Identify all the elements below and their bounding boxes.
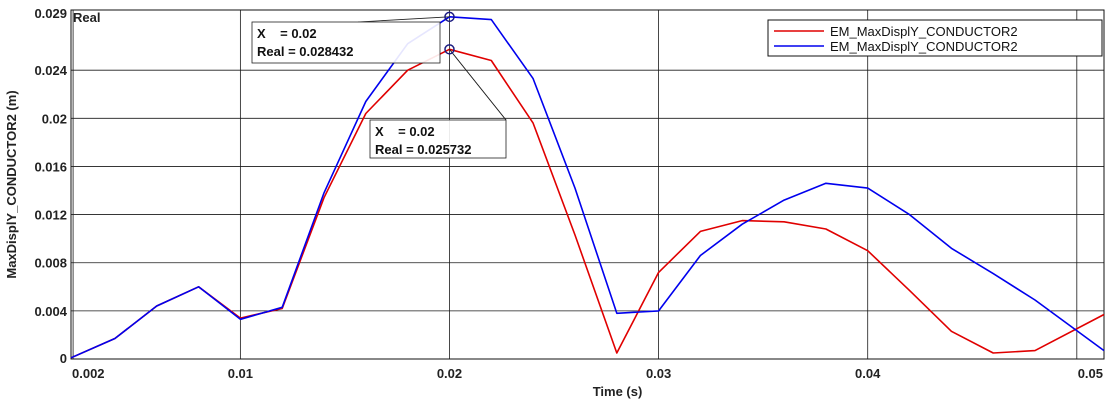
x-tick-label: 0.01	[228, 366, 253, 381]
datatip-box	[369, 119, 507, 159]
datatip-marker[interactable]	[444, 11, 455, 23]
datatip-leader	[357, 16, 450, 23]
y-axis-label: MaxDisplY_CONDUCTOR2 (m)	[4, 90, 19, 278]
x-tick-label: 0.04	[855, 366, 881, 381]
x-tick-label: 0.05	[1078, 366, 1103, 381]
grid-lines	[71, 10, 1104, 359]
datatip-marker[interactable]	[444, 44, 455, 55]
datatip-leader	[449, 49, 507, 121]
series-line-1	[70, 15, 1105, 359]
y-tick-label: 0.02	[42, 111, 67, 126]
legend-box	[767, 19, 1103, 57]
legend-entry: EM_MaxDisplY_CONDUCTOR2	[830, 24, 1018, 39]
corner-label: Real	[73, 10, 100, 25]
series-lines	[70, 15, 1105, 359]
series-line-0	[70, 48, 1105, 359]
x-tick-label: 0.02	[437, 366, 462, 381]
x-tick-labels: 0.002 0.01 0.02 0.03 0.04 0.05	[72, 366, 1103, 381]
y-tick-labels: 0 0.004 0.008 0.012 0.016 0.02 0.024 0.029	[34, 6, 67, 366]
datatip-value-label: Real = 0.025732	[375, 142, 472, 157]
y-tick-label: 0.024	[34, 63, 67, 78]
datatip-x-label: X = 0.02	[375, 124, 435, 139]
plot-frame	[70, 9, 1105, 360]
y-tick-label: 0.029	[34, 6, 67, 21]
y-tick-label: 0.012	[34, 208, 67, 223]
y-tick-label: 0	[60, 351, 67, 366]
y-tick-label: 0.008	[34, 256, 67, 271]
datatip-x-label: X = 0.02	[257, 26, 317, 41]
legend[interactable]: EM_MaxDisplY_CONDUCTOR2EM_MaxDisplY_COND…	[767, 19, 1103, 57]
legend-entry: EM_MaxDisplY_CONDUCTOR2	[830, 39, 1018, 54]
datatip-box	[251, 21, 441, 64]
y-tick-label: 0.016	[34, 159, 67, 174]
data-tips: X = 0.02 Real = 0.028432 X = 0.02 Real = 0.…	[251, 11, 507, 159]
x-tick-label: 0.002	[72, 366, 105, 381]
y-tick-label: 0.004	[34, 304, 67, 319]
x-axis-label: Time (s)	[593, 384, 643, 399]
x-tick-label: 0.03	[646, 366, 671, 381]
datatip-value-label: Real = 0.028432	[257, 44, 354, 59]
